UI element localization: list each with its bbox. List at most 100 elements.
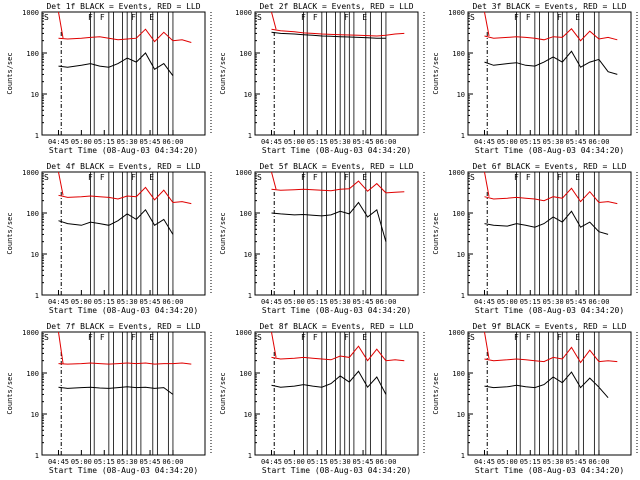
x-tick-label: 04:45 — [48, 298, 69, 306]
y-axis-label: Counts/sec — [432, 52, 440, 94]
y-axis-label: Counts/sec — [6, 52, 14, 94]
x-axis-label: Start Time (08-Aug-03 04:34:20) — [262, 146, 411, 155]
x-tick-label: 05:15 — [307, 298, 328, 306]
chart-panel-9: Det 9f BLACK = Events, RED = LLD 1 10 100 10… — [432, 322, 638, 475]
x-tick-label: 05:15 — [94, 458, 115, 466]
y-tick-label: 100 — [452, 370, 465, 378]
events-series-line — [271, 31, 386, 39]
x-tick-label: 05:15 — [520, 298, 541, 306]
chart-panel-3: Det 3f BLACK = Events, RED = LLD 1 10 100 10… — [432, 2, 638, 155]
x-axis-label: Start Time (08-Aug-03 04:34:20) — [49, 146, 198, 155]
marker-label: F — [100, 13, 105, 22]
x-tick-label: 05:15 — [307, 458, 328, 466]
x-axis-label: Start Time (08-Aug-03 04:34:20) — [49, 306, 198, 315]
y-axis-label: Counts/sec — [219, 372, 227, 414]
marker-label: F — [100, 333, 105, 342]
y-axis-label: Counts/sec — [432, 372, 440, 414]
y-tick-label: 100 — [26, 50, 39, 58]
x-tick-label: 05:15 — [94, 138, 115, 146]
x-tick-label: 04:45 — [261, 458, 282, 466]
x-tick-label: 04:45 — [48, 458, 69, 466]
lld-series-line — [58, 186, 192, 205]
y-tick-label: 1 — [461, 292, 465, 300]
chart-panel-4: Det 4f BLACK = Events, RED = LLD 1 10 100 10… — [6, 162, 212, 315]
y-tick-label: 1 — [35, 292, 39, 300]
marker-label: S — [44, 173, 49, 182]
marker-label: E — [362, 173, 367, 182]
y-tick-label: 100 — [239, 50, 252, 58]
x-tick-label: 05:00 — [284, 458, 305, 466]
marker-label: S — [44, 13, 49, 22]
y-tick-label: 100 — [239, 210, 252, 218]
y-tick-label: 1000 — [235, 329, 252, 337]
x-axis-label: Start Time (08-Aug-03 04:34:20) — [262, 306, 411, 315]
events-series-line — [484, 371, 609, 399]
marker-label: F — [514, 173, 519, 182]
y-tick-label: 10 — [457, 251, 465, 259]
x-tick-label: 05:00 — [71, 138, 92, 146]
lld-series-line — [484, 28, 618, 42]
y-axis-label: Counts/sec — [219, 212, 227, 254]
x-tick-label: 06:00 — [162, 138, 183, 146]
marker-label: F — [131, 173, 136, 182]
x-tick-label: 05:00 — [71, 298, 92, 306]
marker-label: F — [344, 13, 349, 22]
y-tick-label: 1000 — [22, 169, 39, 177]
marker-label: S — [470, 13, 475, 22]
marker-label: F — [526, 13, 531, 22]
marker-label: S — [257, 13, 262, 22]
marker-label: E — [575, 173, 580, 182]
y-tick-label: 1000 — [22, 329, 39, 337]
marker-label: F — [88, 13, 93, 22]
x-tick-label: 05:00 — [284, 138, 305, 146]
plot-frame — [467, 171, 632, 296]
x-tick-label: 06:00 — [375, 138, 396, 146]
marker-label: F — [88, 173, 93, 182]
x-tick-label: 05:30 — [117, 298, 138, 306]
marker-label: F — [301, 333, 306, 342]
y-tick-label: 10 — [31, 91, 39, 99]
x-tick-label: 04:45 — [474, 458, 495, 466]
marker-label: E — [149, 173, 154, 182]
x-tick-label: 05:00 — [497, 298, 518, 306]
x-tick-label: 05:45 — [140, 138, 161, 146]
chart-panel-6: Det 6f BLACK = Events, RED = LLD 1 10 100 10… — [432, 162, 638, 315]
marker-label: F — [313, 13, 318, 22]
lld-series-line — [271, 345, 405, 362]
events-series-line — [58, 208, 174, 235]
x-tick-label: 05:00 — [71, 458, 92, 466]
marker-label: F — [313, 333, 318, 342]
x-tick-label: 05:45 — [353, 138, 374, 146]
chart-title: Det 2f BLACK = Events, RED = LLD — [259, 2, 413, 11]
chart-title: Det 5f BLACK = Events, RED = LLD — [259, 162, 413, 171]
x-tick-label: 06:00 — [162, 298, 183, 306]
chart-title: Det 7f BLACK = Events, RED = LLD — [46, 322, 200, 331]
x-tick-label: 06:00 — [588, 138, 609, 146]
lld-initial-spike — [483, 11, 490, 37]
plot-frame — [467, 11, 632, 136]
chart-panel-8: Det 8f BLACK = Events, RED = LLD 1 10 100 10… — [219, 322, 425, 475]
x-tick-label: 06:00 — [588, 298, 609, 306]
chart-title: Det 8f BLACK = Events, RED = LLD — [259, 322, 413, 331]
x-tick-label: 04:45 — [474, 298, 495, 306]
lld-series-line — [58, 28, 192, 43]
events-series-line — [271, 201, 387, 242]
chart-title: Det 6f BLACK = Events, RED = LLD — [472, 162, 626, 171]
y-tick-label: 1 — [35, 132, 39, 140]
x-axis-label: Start Time (08-Aug-03 04:34:20) — [262, 466, 411, 475]
y-tick-label: 1 — [461, 452, 465, 460]
marker-label: E — [149, 333, 154, 342]
marker-label: F — [557, 333, 562, 342]
marker-label: S — [257, 333, 262, 342]
chart-panel-5: Det 5f BLACK = Events, RED = LLD 1 10 100 10… — [219, 162, 425, 315]
y-tick-label: 100 — [239, 370, 252, 378]
x-tick-label: 05:30 — [543, 138, 564, 146]
chart-title: Det 9f BLACK = Events, RED = LLD — [472, 322, 626, 331]
lld-initial-spike — [270, 11, 277, 30]
x-axis-label: Start Time (08-Aug-03 04:34:20) — [475, 466, 624, 475]
plot-frame — [41, 331, 206, 456]
x-tick-label: 05:15 — [307, 138, 328, 146]
lld-series-line — [58, 362, 192, 365]
lld-initial-spike — [57, 11, 64, 39]
